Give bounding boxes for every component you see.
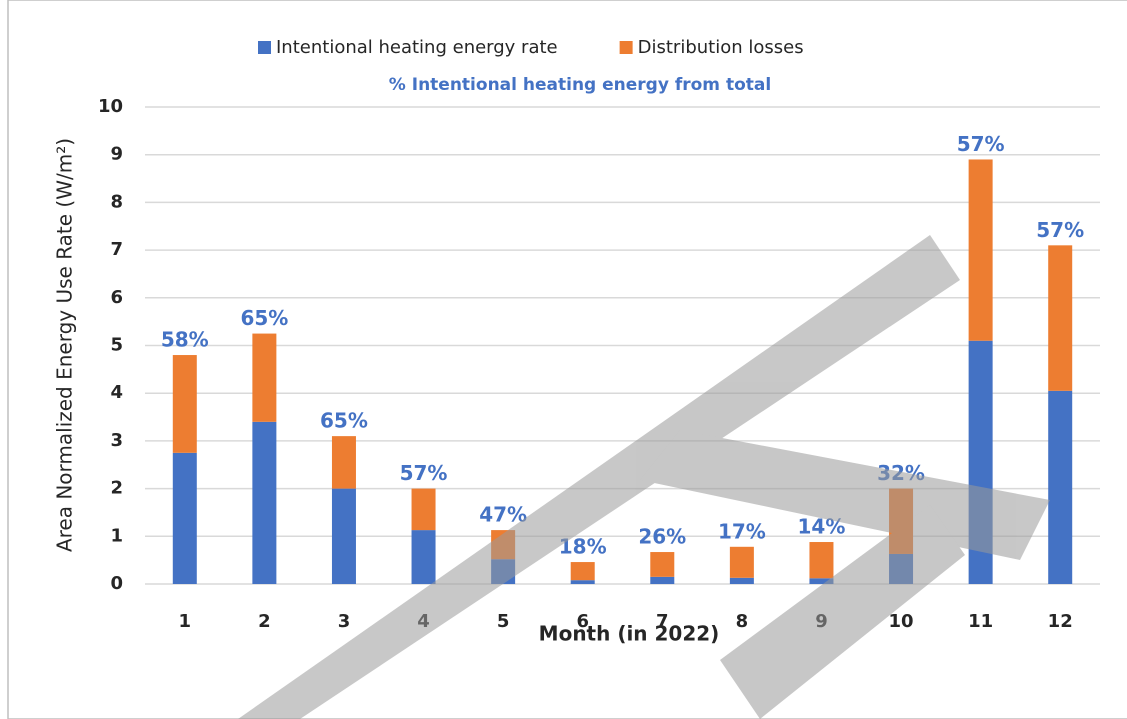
y-tick-label: 9 bbox=[110, 144, 123, 165]
bar-segment bbox=[729, 546, 754, 578]
y-tick-label: 2 bbox=[110, 478, 123, 499]
data-label: 57% bbox=[957, 132, 1005, 156]
watermark-stroke bbox=[238, 235, 960, 719]
bar-segment bbox=[1048, 245, 1073, 391]
bar-segment bbox=[570, 580, 595, 584]
x-tick-label: 7 bbox=[656, 611, 669, 632]
bar-segment bbox=[1048, 390, 1073, 584]
bar-segment bbox=[252, 421, 277, 584]
bar-segment bbox=[570, 562, 595, 581]
bar-segment bbox=[411, 488, 436, 531]
x-axis-label: Month (in 2022) bbox=[539, 622, 720, 646]
bar-segment bbox=[968, 159, 993, 341]
bar-segment bbox=[729, 577, 754, 584]
y-tick-label: 4 bbox=[110, 382, 123, 403]
bar-segment bbox=[331, 488, 356, 584]
y-tick-label: 1 bbox=[110, 525, 123, 546]
x-tick-label: 8 bbox=[736, 611, 749, 632]
data-label: 17% bbox=[718, 519, 766, 543]
x-tick-label: 11 bbox=[968, 611, 993, 632]
y-tick-label: 3 bbox=[110, 430, 123, 451]
data-label: 26% bbox=[638, 525, 686, 549]
x-tick-label: 5 bbox=[497, 611, 510, 632]
y-tick-label: 5 bbox=[110, 335, 123, 356]
bar-segment bbox=[411, 530, 436, 584]
data-label: 58% bbox=[161, 328, 209, 352]
bar-segment bbox=[809, 542, 834, 579]
y-tick-label: 0 bbox=[110, 573, 123, 594]
legend-swatch bbox=[258, 41, 271, 54]
watermark bbox=[238, 235, 1050, 719]
bar-segment bbox=[172, 355, 197, 453]
bar-segment bbox=[252, 333, 277, 422]
y-tick-label: 8 bbox=[110, 191, 123, 212]
data-label: 57% bbox=[400, 461, 448, 485]
watermark-stroke bbox=[720, 505, 965, 719]
legend-label: Intentional heating energy rate bbox=[276, 37, 558, 58]
data-label: 65% bbox=[320, 409, 368, 433]
legend-label: % Intentional heating energy from total bbox=[389, 75, 771, 95]
data-label: 65% bbox=[240, 306, 288, 330]
bar-segment bbox=[331, 436, 356, 489]
legend-swatch bbox=[619, 41, 633, 54]
bar-segment bbox=[809, 578, 834, 584]
y-tick-label: 6 bbox=[110, 287, 123, 308]
x-tick-label: 2 bbox=[258, 611, 271, 632]
x-tick-label: 1 bbox=[179, 611, 192, 632]
x-tick-label: 3 bbox=[338, 611, 351, 632]
chart-frame bbox=[7, 0, 1127, 719]
y-tick-label: 7 bbox=[110, 239, 123, 260]
y-axis-label: Area Normalized Energy Use Rate (W/m²) bbox=[53, 138, 77, 552]
y-tick-label: 10 bbox=[98, 96, 123, 117]
x-tick-label: 12 bbox=[1048, 611, 1073, 632]
bar-segment bbox=[650, 552, 675, 577]
watermark-stroke bbox=[640, 430, 1050, 560]
x-tick-label: 10 bbox=[889, 611, 914, 632]
legend-label: Distribution losses bbox=[638, 37, 804, 58]
data-label: 57% bbox=[1036, 218, 1084, 242]
bar-segment bbox=[172, 452, 197, 584]
x-tick-label: 6 bbox=[576, 611, 589, 632]
bar-segment bbox=[650, 576, 675, 584]
